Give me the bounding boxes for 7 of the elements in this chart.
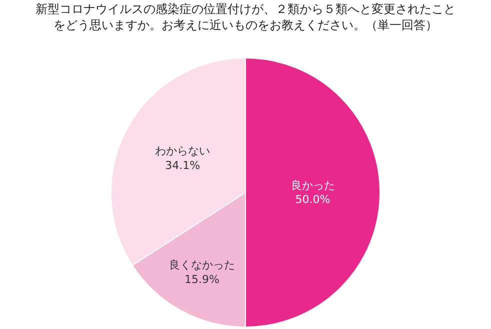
data-label: 34.1% [165, 158, 200, 172]
slice-label: わからない [155, 144, 210, 158]
chart-title: 新型コロナウイルスの感染症の位置付けが、２類から５類へと変更されたことをどう思いますか。お考えに近いものをお教えください。（単一回答） [36, 2, 456, 32]
data-label: 50.0% [295, 193, 330, 206]
slice-label: 良くなかった [168, 258, 235, 272]
slice-label: 良かった [290, 178, 335, 192]
data-label: 15.9% [184, 272, 220, 286]
